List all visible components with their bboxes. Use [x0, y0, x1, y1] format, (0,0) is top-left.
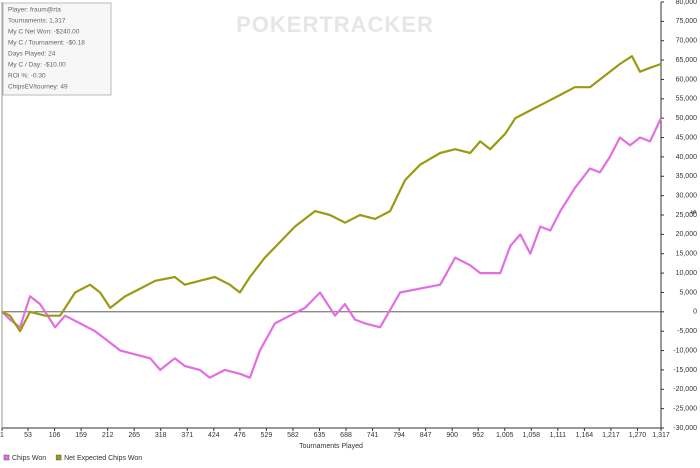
info-line: Days Played: 24 — [8, 51, 56, 58]
y-tick-label: 65,000 — [676, 57, 698, 64]
x-tick-label: 476 — [234, 432, 246, 439]
x-axis-label: Tournaments Played — [299, 443, 363, 450]
x-tick-label: 952 — [472, 432, 484, 439]
x-tick-label: 794 — [393, 432, 405, 439]
y-tick-label: -25,000 — [673, 405, 697, 412]
x-tick-label: 635 — [314, 432, 326, 439]
y-tick-label: -20,000 — [673, 386, 697, 393]
y-tick-label: 60,000 — [676, 76, 698, 83]
info-line: My C / Day: -$10.00 — [8, 62, 66, 69]
y-tick-label: 40,000 — [676, 154, 698, 161]
info-line: My C / Tournament: -$0.18 — [8, 40, 85, 47]
y-tick-label: 80,000 — [676, 0, 698, 6]
x-tick-label: 900 — [446, 432, 458, 439]
info-box: Player: fraum@rta Tournaments: 1,317 My C … — [2, 2, 112, 96]
x-tick-label: 53 — [24, 432, 32, 439]
x-tick-label: 1,217 — [602, 432, 620, 439]
info-line: Tournaments: 1,317 — [8, 18, 66, 25]
x-tick-label: 1,111 — [550, 432, 567, 439]
y-axis-label: $ — [689, 210, 696, 214]
x-tick-label: 1,005 — [496, 432, 514, 439]
y-tick-label: 75,000 — [676, 18, 698, 25]
y-tick-label: 15,000 — [676, 251, 698, 258]
y-tick-label: 50,000 — [676, 115, 698, 122]
series-line — [1, 55, 662, 333]
series-line — [1, 117, 662, 379]
x-tick-label: 1,270 — [629, 432, 647, 439]
x-tick-label: 688 — [340, 432, 352, 439]
x-tick-label: 265 — [128, 432, 140, 439]
x-tick-label: 371 — [181, 432, 193, 439]
y-tick-label: 45,000 — [676, 134, 698, 141]
y-tick-label: 0 — [693, 309, 697, 316]
y-tick-label: 5,000 — [679, 289, 697, 296]
y-tick-label: -10,000 — [673, 347, 697, 354]
x-tick-label: 847 — [420, 432, 432, 439]
info-line: ROI %: -0.30 — [8, 73, 46, 80]
legend-label: Net Expected Chips Won — [64, 455, 142, 462]
x-tick-label: 1 — [0, 432, 4, 439]
x-tick-label: 106 — [49, 432, 61, 439]
y-tick-label: 70,000 — [676, 38, 698, 45]
x-tick-label: 212 — [102, 432, 114, 439]
info-box-frame — [2, 2, 112, 96]
y-tick-label: -15,000 — [673, 367, 697, 374]
info-line: ChipsEV/tourney: 49 — [8, 84, 68, 91]
x-tick-label: 424 — [208, 432, 220, 439]
x-tick-label: 741 — [367, 432, 379, 439]
x-tick-label: 1,164 — [576, 432, 594, 439]
y-tick-label: 35,000 — [676, 173, 698, 180]
x-tick-label: 318 — [155, 432, 167, 439]
y-tick-label: 20,000 — [676, 231, 698, 238]
x-tick-label: 582 — [287, 432, 299, 439]
legend-swatch — [55, 454, 62, 461]
x-tick-label: 159 — [75, 432, 87, 439]
x-tick-label: 1,058 — [523, 432, 541, 439]
legend-swatch — [3, 454, 10, 461]
y-tick-label: 55,000 — [676, 96, 698, 103]
watermark: POKERTRACKER — [236, 12, 434, 37]
legend-label: Chips Won — [12, 455, 46, 462]
x-tick-label: 529 — [261, 432, 273, 439]
y-tick-label: -5,000 — [677, 328, 697, 335]
y-tick-label: 25,000 — [676, 212, 698, 219]
info-line: Player: fraum@rta — [8, 7, 61, 14]
x-tick-label: 1,317 — [652, 432, 670, 439]
info-line: My C Net Won: -$240.00 — [8, 29, 80, 36]
y-tick-label: 30,000 — [676, 192, 698, 199]
y-tick-label: -30,000 — [673, 425, 697, 432]
y-tick-label: 10,000 — [676, 270, 698, 277]
